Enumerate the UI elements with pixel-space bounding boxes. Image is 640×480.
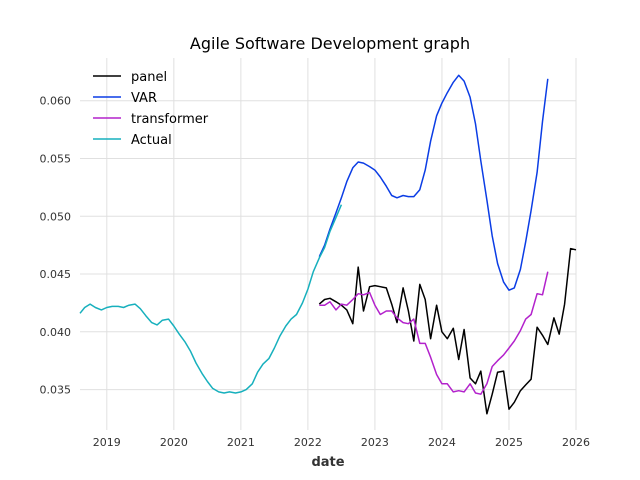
legend-label-actual: Actual bbox=[131, 133, 172, 148]
x-tick-label: 2022 bbox=[294, 436, 322, 449]
tick-labels: 2019 2020 2021 2022 2023 2024 2025 2026 0.035 0.0… bbox=[40, 95, 591, 449]
x-axis-label: date bbox=[311, 455, 344, 470]
series-line-actual bbox=[79, 204, 343, 394]
grid-lines bbox=[80, 58, 577, 430]
plot-area bbox=[79, 74, 577, 415]
y-tick-label: 0.050 bbox=[40, 210, 72, 223]
x-tick-label: 2026 bbox=[562, 436, 590, 449]
x-tick-label: 2025 bbox=[495, 436, 523, 449]
y-tick-label: 0.040 bbox=[40, 326, 72, 339]
y-tick-label: 0.055 bbox=[40, 153, 72, 166]
y-tick-label: 0.035 bbox=[40, 384, 72, 397]
series-line-var bbox=[318, 74, 549, 291]
legend-label-panel: panel bbox=[131, 70, 167, 85]
x-tick-label: 2019 bbox=[93, 436, 121, 449]
x-tick-label: 2021 bbox=[227, 436, 255, 449]
legend-label-var: VAR bbox=[131, 91, 157, 106]
y-tick-label: 0.060 bbox=[40, 95, 72, 108]
x-tick-label: 2020 bbox=[160, 436, 188, 449]
legend-label-transformer: transformer bbox=[131, 112, 209, 127]
x-tick-label: 2023 bbox=[361, 436, 389, 449]
series-line-panel bbox=[318, 247, 577, 415]
series-line-transformer bbox=[319, 271, 549, 395]
legend: panel VAR transformer Actual bbox=[93, 70, 209, 148]
chart-title: Agile Software Development graph bbox=[190, 34, 470, 53]
x-tick-label: 2024 bbox=[428, 436, 456, 449]
y-tick-label: 0.045 bbox=[40, 268, 72, 281]
